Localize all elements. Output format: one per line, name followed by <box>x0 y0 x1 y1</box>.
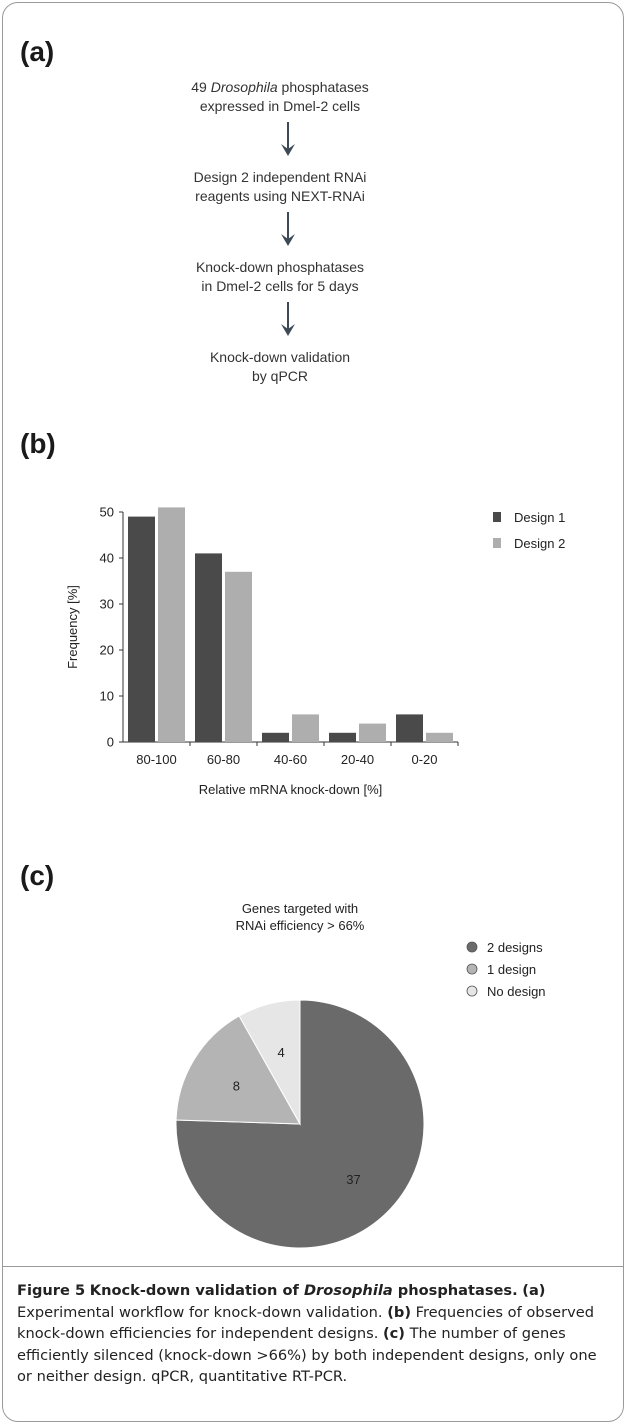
y-tick-label: 20 <box>100 643 114 658</box>
x-axis-label: Relative mRNA knock-down [%] <box>199 782 383 797</box>
bar <box>292 714 319 742</box>
bar <box>225 571 252 742</box>
down-arrow-icon <box>281 122 295 156</box>
caption-c-text: The number of genes efficiently silenced… <box>17 1325 597 1385</box>
legend-label: 2 designs <box>487 940 543 955</box>
workflow-step-2: Design 2 independent RNAi reagents using… <box>193 169 367 204</box>
bar <box>195 553 222 742</box>
workflow-step-4: Knock-down validation by qPCR <box>209 349 351 384</box>
x-tick-label: 20-40 <box>341 752 374 767</box>
legend-swatch <box>466 963 478 975</box>
bar <box>426 732 453 742</box>
caption-c-label: (c) <box>382 1325 405 1342</box>
legend-label: 1 design <box>487 962 536 977</box>
bar <box>396 714 423 742</box>
caption-a-label: (a) <box>522 1282 546 1299</box>
panel-a-label: (a) <box>20 36 55 67</box>
legend-swatch <box>493 512 501 522</box>
bar-chart: 0 10 20 30 40 50 Frequency [%] 80-100 60-80 40-60… <box>65 505 565 798</box>
x-tick-label: 80-100 <box>136 752 176 767</box>
pie-slice-label: 8 <box>233 1078 240 1093</box>
legend-swatch <box>493 538 501 548</box>
figure-caption: Figure 5 Knock-down validation of Drosop… <box>17 1280 613 1388</box>
x-tick-label: 0-20 <box>411 752 437 767</box>
caption-figure-label: Figure 5 <box>17 1282 86 1299</box>
y-tick-label: 10 <box>100 689 114 704</box>
bar <box>262 732 289 742</box>
caption-b-text: Frequencies of observed knock-down effic… <box>17 1303 595 1343</box>
caption-divider <box>2 1266 624 1267</box>
pie-title-line1: Genes targeted with <box>242 901 358 916</box>
legend-label: Design 2 <box>514 536 565 551</box>
workflow-step-1: 49 Drosophila phosphatases expressed in … <box>120 78 440 116</box>
workflow-step-1-line2: expressed in Dmel-2 cells <box>199 98 361 114</box>
bar <box>128 516 155 742</box>
caption-b-label: (b) <box>387 1303 411 1321</box>
panel-b-label: (b) <box>20 428 56 459</box>
x-tick-label: 60-80 <box>207 752 240 767</box>
bar <box>359 723 386 742</box>
pie-title-line2: RNAi efficiency > 66% <box>236 918 365 933</box>
y-tick-label: 50 <box>100 505 114 520</box>
y-tick-label: 40 <box>100 551 114 566</box>
x-tick-label: 40-60 <box>274 752 307 767</box>
y-tick-label: 0 <box>107 735 114 750</box>
y-axis-label: Frequency [%] <box>65 585 80 669</box>
legend-label: No design <box>487 984 546 999</box>
legend-label: Design 1 <box>514 510 565 525</box>
panel-c-label: (c) <box>20 860 55 891</box>
down-arrow-icon <box>281 302 295 336</box>
legend-swatch <box>466 985 478 997</box>
pie-slice-label: 4 <box>278 1045 285 1060</box>
legend-swatch <box>466 941 478 953</box>
caption-title: Knock-down validation of Drosophila phos… <box>89 1282 518 1299</box>
workflow-step-1-line1: 49 Drosophila phosphatases <box>191 79 369 95</box>
pie-chart: Genes targeted with RNAi efficiency > 66%… <box>175 901 546 1249</box>
caption-a-text: Experimental workflow for knock-down val… <box>17 1303 383 1321</box>
y-tick-label: 30 <box>100 597 114 612</box>
pie-slice <box>175 1015 301 1125</box>
bar <box>329 732 356 742</box>
pie-slice <box>238 999 301 1126</box>
pie-slice-label: 37 <box>346 1172 360 1187</box>
bar <box>158 507 185 742</box>
workflow-step-3: Knock-down phosphatases in Dmel-2 cells … <box>195 259 365 294</box>
down-arrow-icon <box>281 212 295 246</box>
